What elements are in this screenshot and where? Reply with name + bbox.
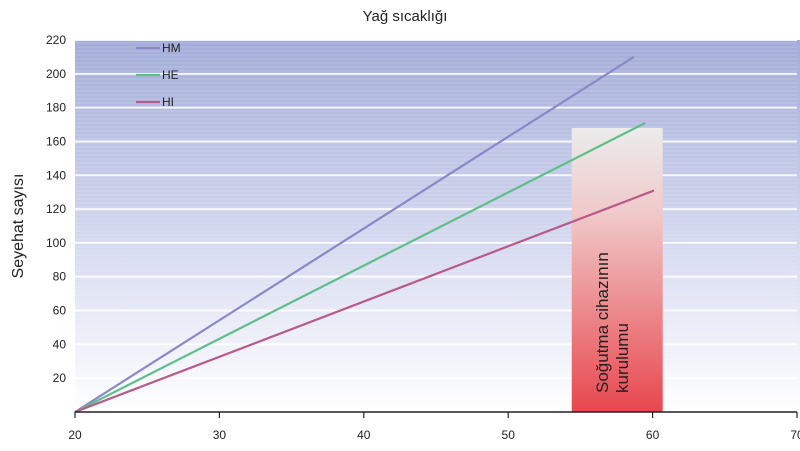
y-tick-label: 100 <box>46 236 66 250</box>
y-tick-label: 220 <box>46 33 66 47</box>
annotation-line-2: kurulumu <box>613 323 632 393</box>
y-tick-label: 20 <box>53 371 67 385</box>
x-tick-label: 20 <box>68 428 82 442</box>
annotation-box <box>571 127 663 412</box>
y-axis-label: Seyehat sayısı <box>10 174 27 279</box>
x-tick-label: 50 <box>502 428 516 442</box>
y-tick-label: 200 <box>46 67 66 81</box>
grid <box>75 39 797 412</box>
y-tick-label: 120 <box>46 202 66 216</box>
series-lines <box>74 55 655 414</box>
y-tick-label: 80 <box>53 270 67 284</box>
x-tick-label: 60 <box>646 428 660 442</box>
legend-label: HM <box>162 41 181 55</box>
series-line-hi <box>74 189 655 414</box>
x-tick-label: 40 <box>357 428 371 442</box>
y-tick-label: 60 <box>53 304 67 318</box>
legend-label: HE <box>162 68 179 82</box>
y-tick-label: 180 <box>46 101 66 115</box>
annotation-text: Soğutma cihazının kurulumu <box>593 252 632 393</box>
x-tick-label: 70 <box>790 428 800 442</box>
axes: 20 30 40 50 60 70 20 40 60 80 100 120 140 160 180 200 22… <box>46 33 800 442</box>
legend: HM HE HI <box>136 41 181 109</box>
series-line-he <box>74 121 646 413</box>
annotation-line-1: Soğutma cihazının <box>593 252 612 393</box>
x-tick-label: 30 <box>213 428 227 442</box>
y-tick-label: 140 <box>46 168 66 182</box>
y-tick-label: 160 <box>46 134 66 148</box>
chart-title: Yağ sıcaklığı <box>363 8 448 25</box>
legend-label: HI <box>162 95 174 109</box>
y-tick-label: 40 <box>53 337 67 351</box>
series-line-hm <box>74 55 635 413</box>
